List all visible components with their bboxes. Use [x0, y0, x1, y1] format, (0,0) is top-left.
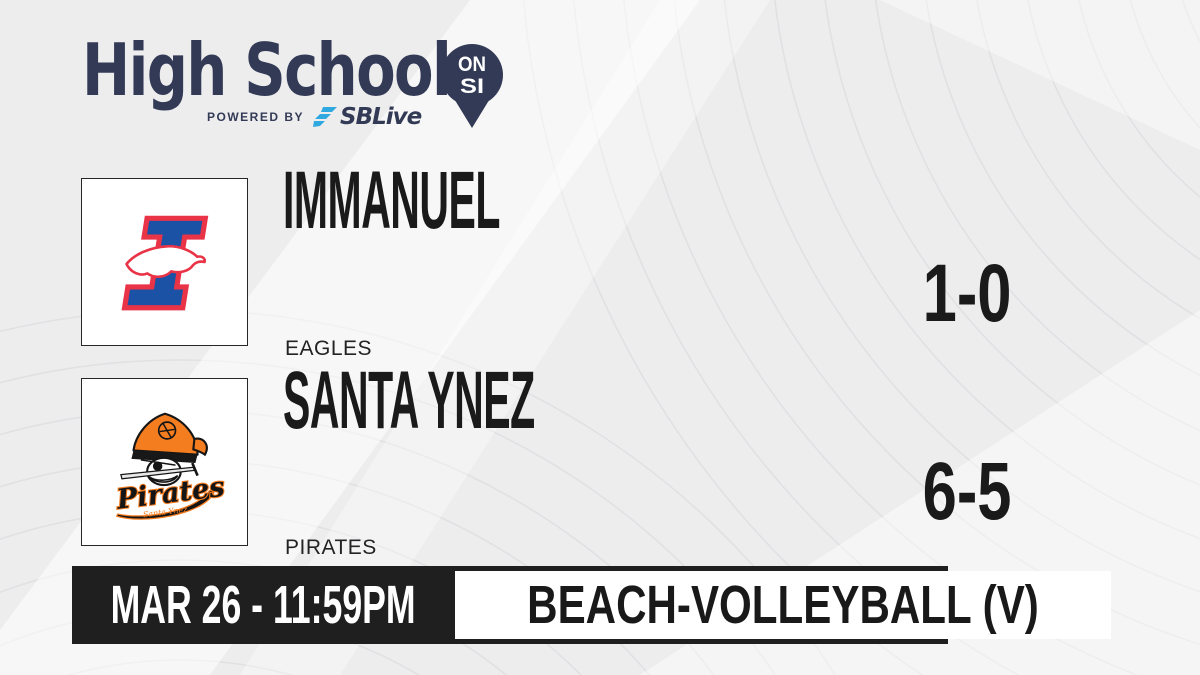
on-si-pin-icon: ON SI — [441, 44, 503, 128]
santa-ynez-logo-card: Pirates Santa Ynez — [81, 378, 248, 546]
page-title: High School — [82, 28, 452, 112]
team1-mascot: EAGLES — [285, 337, 373, 360]
game-event-segment: BEACH-VOLLEYBALL (V) — [455, 571, 1111, 639]
team1-name: IMMANUEL — [283, 155, 500, 246]
pin-text-si: SI — [460, 75, 484, 98]
immanuel-eagles-logo-icon — [121, 215, 208, 311]
sblive-wordmark: SBLive — [313, 104, 422, 130]
game-event: BEACH-VOLLEYBALL (V) — [527, 575, 1039, 635]
game-datetime: MAR 26 - 11:59PM — [110, 575, 417, 635]
sblive-icon — [313, 107, 338, 127]
sblive-brand-text: SBLive — [340, 104, 422, 130]
team1-record: 1-0 — [923, 248, 1012, 339]
powered-by-row: POWERED BY SBLive — [207, 104, 422, 130]
game-info-bar: MAR 26 - 11:59PM BEACH-VOLLEYBALL (V) — [72, 566, 1111, 644]
team2-mascot: PIRATES — [285, 536, 377, 559]
santa-ynez-pirates-logo-icon: Pirates Santa Ynez — [112, 412, 227, 520]
team2-record: 6-5 — [923, 446, 1012, 537]
game-datetime-segment: MAR 26 - 11:59PM — [72, 566, 455, 644]
immanuel-logo-card — [81, 178, 248, 346]
pin-text-on: ON — [458, 53, 486, 76]
powered-by-label: POWERED BY — [207, 110, 305, 124]
team2-name: SANTA YNEZ — [283, 355, 535, 446]
